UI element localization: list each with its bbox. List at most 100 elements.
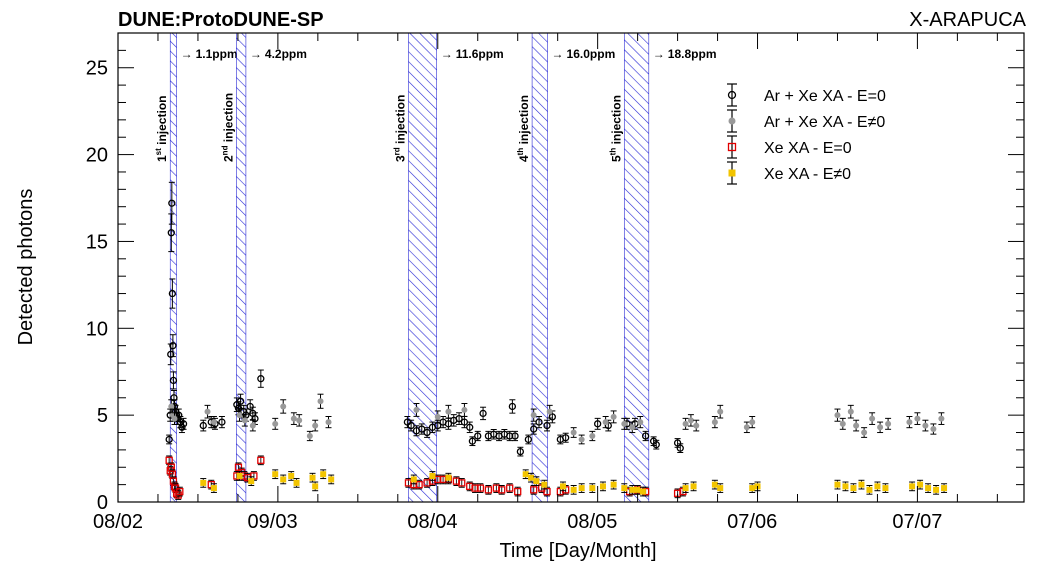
legend-item: Xe XA - E≠0 bbox=[727, 161, 851, 185]
data-point bbox=[885, 420, 892, 427]
data-point bbox=[257, 456, 265, 464]
data-point bbox=[474, 432, 482, 440]
data-point bbox=[610, 413, 617, 420]
legend-item: Ar + Xe XA - E≠0 bbox=[727, 109, 885, 133]
injection-label: 4th injection bbox=[516, 95, 531, 162]
data-point bbox=[909, 483, 916, 490]
data-point bbox=[834, 412, 841, 419]
data-point bbox=[749, 419, 756, 426]
data-point bbox=[290, 415, 297, 422]
data-point bbox=[687, 417, 694, 424]
data-point bbox=[652, 441, 660, 449]
data-point bbox=[249, 422, 256, 429]
legend-label: Ar + Xe XA - E≠0 bbox=[764, 114, 885, 131]
concentration-arrow: → bbox=[653, 47, 665, 61]
data-point bbox=[445, 408, 452, 415]
data-point bbox=[930, 426, 937, 433]
legend-item: Ar + Xe XA - E=0 bbox=[727, 83, 886, 107]
legend-label: Xe XA - E≠0 bbox=[764, 166, 851, 183]
legend-marker bbox=[727, 142, 737, 152]
concentration-arrow: → bbox=[181, 47, 193, 61]
data-point bbox=[906, 419, 913, 426]
data-point bbox=[511, 432, 519, 440]
data-point bbox=[925, 485, 932, 492]
data-point bbox=[471, 484, 479, 492]
data-point bbox=[280, 403, 287, 410]
data-point bbox=[506, 484, 514, 492]
data-point bbox=[458, 479, 466, 487]
data-point bbox=[842, 483, 849, 490]
data-point bbox=[236, 412, 243, 419]
injection-band bbox=[169, 32, 177, 503]
x-axis-label: Time [Day/Month] bbox=[499, 540, 656, 562]
data-point bbox=[874, 483, 881, 490]
data-point bbox=[434, 413, 441, 420]
data-point bbox=[328, 476, 335, 483]
data-point bbox=[312, 422, 319, 429]
data-point bbox=[325, 419, 332, 426]
legend-marker bbox=[728, 169, 736, 177]
data-point bbox=[167, 350, 175, 359]
legend: Ar + Xe XA - E=0 Ar + Xe XA - E≠0 Xe XA - … bbox=[727, 83, 886, 185]
injection-band bbox=[623, 32, 650, 503]
data-point bbox=[933, 486, 940, 493]
data-points bbox=[165, 181, 948, 500]
data-point bbox=[468, 437, 477, 445]
data-point bbox=[524, 435, 533, 444]
x-tick-label: 08/04 bbox=[407, 511, 457, 533]
data-point bbox=[415, 480, 423, 489]
data-point bbox=[498, 486, 506, 494]
data-point bbox=[530, 425, 538, 433]
data-point bbox=[533, 478, 540, 485]
data-point bbox=[306, 432, 313, 439]
data-point bbox=[560, 483, 567, 490]
x-tick-label: 07/06 bbox=[727, 511, 777, 533]
data-point bbox=[858, 481, 865, 488]
data-point bbox=[506, 432, 514, 440]
data-point bbox=[434, 475, 442, 484]
data-point bbox=[241, 417, 248, 424]
concentration-arrow: → bbox=[441, 47, 453, 61]
chart-title: DUNE:ProtoDUNE-SP bbox=[118, 9, 324, 31]
data-point bbox=[466, 482, 474, 491]
y-tick-label: 25 bbox=[86, 58, 108, 80]
data-point bbox=[168, 199, 176, 207]
data-point bbox=[317, 398, 324, 405]
x-tick-label: 08/05 bbox=[567, 511, 617, 533]
injection-label: 5th injection bbox=[608, 95, 623, 162]
data-point bbox=[570, 429, 577, 436]
data-point bbox=[466, 423, 474, 431]
plot-border bbox=[117, 32, 1025, 503]
data-point bbox=[570, 486, 577, 493]
concentration-arrow: → bbox=[552, 47, 564, 61]
data-point bbox=[530, 486, 538, 494]
data-point bbox=[455, 414, 463, 423]
data-point bbox=[578, 436, 585, 443]
data-point bbox=[492, 484, 501, 492]
data-point bbox=[272, 471, 279, 478]
data-point bbox=[634, 486, 641, 493]
data-point bbox=[423, 479, 431, 487]
data-point bbox=[179, 420, 188, 428]
data-point bbox=[178, 423, 186, 431]
concentration-label: 4.2ppm bbox=[265, 47, 307, 61]
data-point bbox=[204, 408, 211, 415]
data-point bbox=[599, 483, 606, 490]
data-point bbox=[528, 474, 535, 481]
data-point bbox=[218, 418, 226, 426]
data-point bbox=[641, 432, 650, 440]
y-tick-label: 20 bbox=[86, 145, 108, 167]
data-point bbox=[602, 419, 609, 426]
legend-label: Xe XA - E=0 bbox=[764, 140, 852, 157]
data-point bbox=[508, 402, 517, 411]
data-point bbox=[743, 424, 750, 431]
data-point bbox=[413, 406, 420, 413]
data-point bbox=[516, 447, 525, 456]
data-point bbox=[637, 419, 644, 426]
legend-marker bbox=[728, 117, 736, 125]
data-point bbox=[418, 425, 426, 433]
data-point bbox=[176, 487, 184, 496]
data-point bbox=[168, 403, 175, 410]
legend-label: Ar + Xe XA - E=0 bbox=[764, 88, 886, 105]
concentration-label: 11.6ppm bbox=[456, 47, 504, 61]
